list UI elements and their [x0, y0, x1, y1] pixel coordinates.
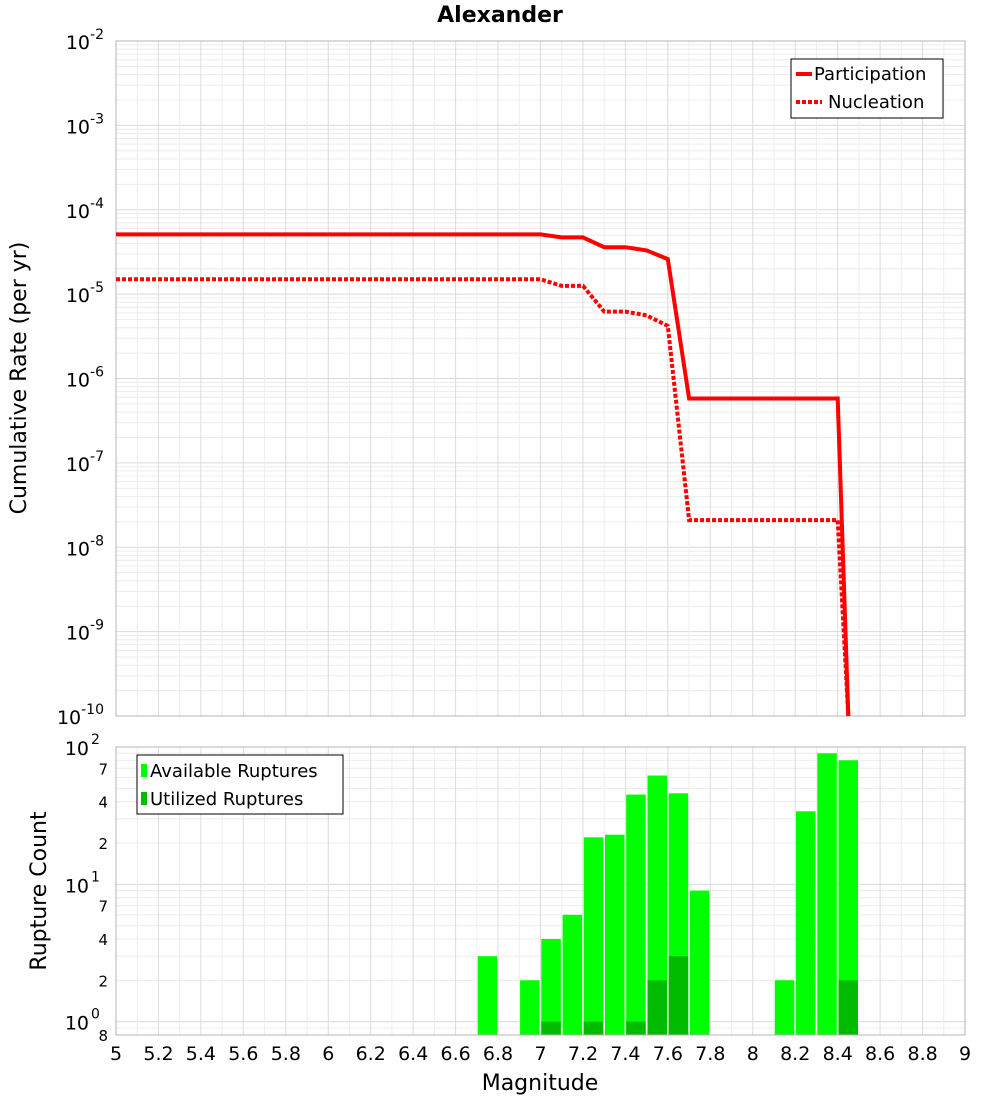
top-y-tick-label: 10-7	[66, 449, 104, 476]
x-tick-label: 7.2	[568, 1043, 598, 1065]
x-tick-label: 6.6	[440, 1043, 470, 1065]
available-rupture-bar	[520, 980, 540, 1035]
top-legend: Participation Nucleation	[790, 58, 944, 119]
utilized-rupture-bar	[838, 980, 858, 1035]
bottom-plot-frame	[115, 746, 966, 1036]
bottom-y-tick-label: 4	[98, 794, 108, 812]
x-tick-label: 8.4	[823, 1043, 853, 1065]
x-tick-label: 8.8	[907, 1043, 937, 1065]
utilized-rupture-bar	[668, 956, 689, 1035]
bottom-x-axis-label: Magnitude	[482, 1071, 599, 1096]
bottom-y-tick-power: 10	[65, 875, 89, 897]
x-tick-label: 9	[959, 1043, 971, 1065]
top-y-tick-label: 10-8	[66, 533, 104, 560]
top-y-tick-labels: 10-10 10-9 10-8 10-7 10-6 10-5 10-4 10-3 10-2	[57, 27, 104, 729]
bottom-y-tick-power: 10	[65, 1013, 89, 1035]
bottom-y-tick-label: 2	[98, 972, 108, 990]
x-tick-label: 7.4	[610, 1043, 640, 1065]
x-tick-label: 8.2	[780, 1043, 810, 1065]
top-y-tick-label: 10-5	[66, 280, 104, 307]
utilized-rupture-bar	[583, 1021, 604, 1035]
available-rupture-bar	[647, 775, 667, 1035]
available-rupture-bar	[689, 890, 710, 1035]
bottom-y-tick-exponent: 2	[91, 732, 100, 748]
bottom-y-axis-label: Rupture Count	[27, 811, 52, 971]
x-tick-label: 8	[747, 1043, 759, 1065]
bottom-bars	[477, 753, 858, 1035]
bottom-y-tick-label: 8	[98, 1027, 108, 1045]
legend-label-utilized: Utilized Ruptures	[150, 789, 303, 810]
top-legend-box	[790, 58, 944, 119]
bottom-y-tick-power: 10	[65, 738, 89, 760]
utilized-rupture-bar	[541, 1021, 561, 1035]
top-gridlines	[115, 41, 966, 717]
available-rupture-bar	[583, 837, 604, 1035]
bottom-y-tick-exponent: 1	[91, 869, 100, 885]
series-line-participation	[116, 232, 851, 717]
x-tick-label: 7.8	[695, 1043, 725, 1065]
top-y-tick-label: 10-4	[66, 196, 104, 223]
bottom-y-tick-label: 4	[98, 931, 108, 949]
available-rupture-bar	[626, 794, 646, 1035]
x-tick-label: 6.2	[356, 1043, 386, 1065]
bottom-y-tick-label: 7	[98, 898, 108, 916]
top-y-tick-label: 10-3	[66, 111, 104, 138]
top-series-lines	[116, 232, 851, 717]
bottom-y-tick-exponent: 0	[91, 1007, 100, 1023]
legend-swatch-available	[141, 764, 147, 777]
x-tick-label: 6.4	[398, 1043, 428, 1065]
available-rupture-bar	[774, 980, 795, 1035]
top-y-axis-label: Cumulative Rate (per yr)	[7, 242, 32, 515]
x-tick-label: 7.6	[653, 1043, 683, 1065]
available-rupture-bar	[477, 956, 498, 1035]
available-rupture-bar	[605, 834, 625, 1035]
top-y-tick-label: 10-6	[66, 365, 104, 392]
bottom-legend-box	[136, 754, 344, 815]
top-y-tick-label: 10-10	[57, 702, 104, 729]
x-tick-label: 5.2	[143, 1043, 173, 1065]
bottom-x-tick-labels: 5 5.2 5.4 5.6 5.8 6 6.2 6.4 6.6 6.8 7 7.2 7.4 7.6 7.8 8…	[110, 1043, 971, 1065]
legend-label-participation: Participation	[814, 64, 926, 85]
available-rupture-bar	[796, 811, 816, 1035]
top-y-tick-label: 10-9	[66, 618, 104, 645]
x-tick-label: 7	[534, 1043, 546, 1065]
top-plot-frame	[115, 40, 966, 717]
x-tick-label: 5.6	[228, 1043, 258, 1065]
legend-label-nucleation: Nucleation	[828, 92, 924, 113]
series-line-nucleation	[116, 277, 851, 717]
utilized-rupture-bar	[626, 1021, 646, 1035]
top-y-tick-label: 10-2	[66, 27, 104, 54]
utilized-rupture-bar	[647, 980, 667, 1035]
x-tick-label: 5.4	[186, 1043, 216, 1065]
x-tick-label: 5.8	[271, 1043, 301, 1065]
legend-swatch-utilized	[141, 792, 147, 805]
legend-label-available: Available Ruptures	[150, 761, 318, 782]
x-tick-label: 6.8	[483, 1043, 513, 1065]
x-tick-label: 5	[110, 1043, 122, 1065]
available-rupture-bar	[817, 753, 837, 1035]
available-rupture-bar	[562, 914, 583, 1035]
bottom-legend: Available Ruptures Utilized Ruptures	[136, 754, 344, 815]
x-tick-label: 6	[322, 1043, 334, 1065]
x-tick-label: 8.6	[865, 1043, 895, 1065]
bottom-y-tick-label: 7	[98, 760, 108, 778]
chart-title: Alexander	[437, 3, 563, 28]
available-rupture-bar	[838, 760, 858, 1035]
available-rupture-bar	[541, 939, 561, 1035]
bottom-y-tick-label: 2	[98, 835, 108, 853]
